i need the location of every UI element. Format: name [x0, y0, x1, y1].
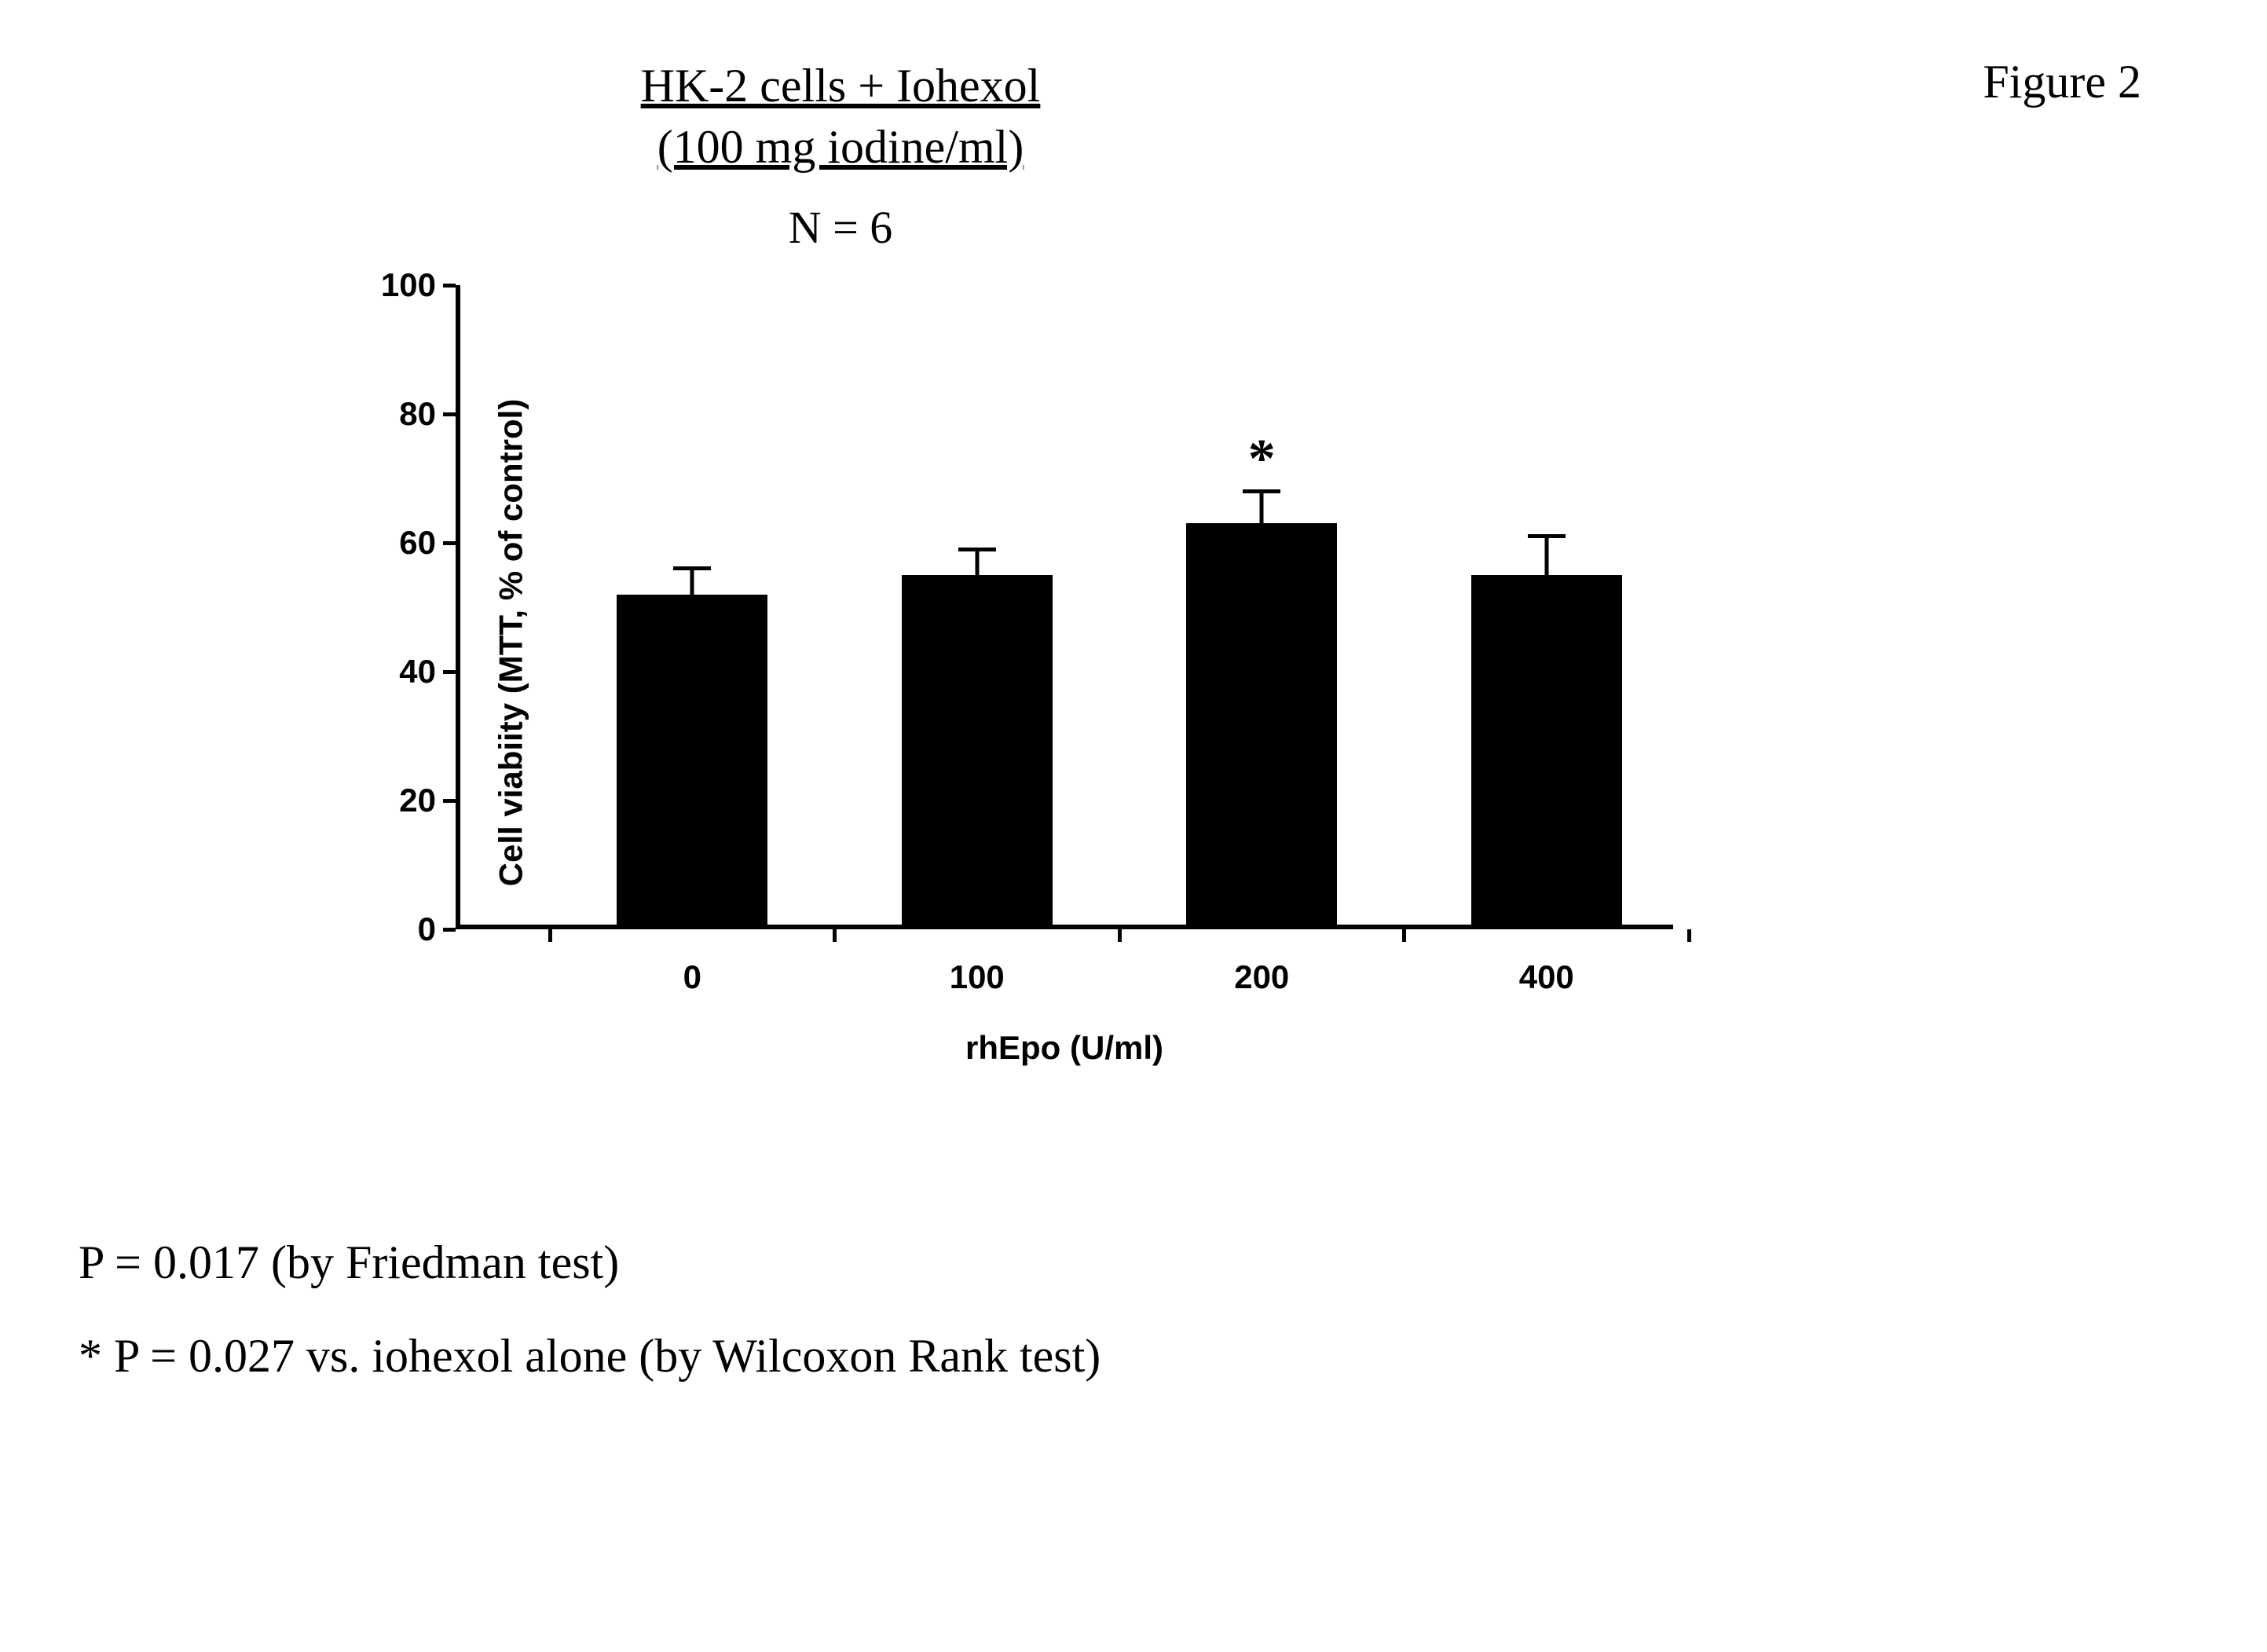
x-tick — [833, 929, 837, 942]
chart-container: Cell viabiity (MTT, % of control) 020406… — [298, 269, 1712, 1016]
title-line-2: (100 mg iodine/ml) — [657, 121, 1024, 173]
x-tick — [1118, 929, 1122, 942]
bar — [1471, 575, 1622, 929]
error-bar-cap — [673, 566, 711, 570]
error-bar-line — [1260, 491, 1264, 523]
x-tick-label: 0 — [683, 958, 701, 996]
bar — [1186, 523, 1337, 929]
y-tick-label: 60 — [373, 524, 436, 562]
chart-title: HK-2 cells + Iohexol (100 mg iodine/ml) — [487, 55, 1194, 178]
footer-line-1: P = 0.017 (by Friedman test) — [79, 1236, 2220, 1290]
title-line-1: HK-2 cells + Iohexol — [641, 60, 1041, 112]
y-tick — [443, 412, 456, 416]
y-tick-label: 0 — [373, 910, 436, 948]
x-tick-label: 400 — [1519, 958, 1574, 996]
x-axis-label: rhEpo (U/ml) — [965, 1029, 1163, 1067]
error-bar-line — [975, 549, 979, 575]
error-bar-cap — [1528, 534, 1566, 538]
n-label: N = 6 — [487, 201, 1194, 254]
x-tick — [548, 929, 552, 942]
x-tick-label: 200 — [1234, 958, 1289, 996]
x-tick — [1687, 929, 1691, 942]
footer-line-2: * P = 0.027 vs. iohexol alone (by Wilcox… — [79, 1329, 2220, 1383]
x-tick-label: 100 — [950, 958, 1005, 996]
error-bar-cap — [958, 548, 996, 551]
y-tick — [443, 284, 456, 288]
plot-area: 0204060801000100200*400rhEpo (U/ml) — [456, 285, 1673, 929]
y-tick — [443, 928, 456, 932]
y-axis-line — [456, 285, 460, 929]
error-bar-line — [690, 569, 694, 595]
figure-label: Figure 2 — [1983, 55, 2141, 109]
y-tick-label: 80 — [373, 395, 436, 433]
y-tick — [443, 541, 456, 545]
y-tick-label: 20 — [373, 782, 436, 819]
y-tick-label: 100 — [373, 266, 436, 304]
x-tick — [1402, 929, 1406, 942]
y-tick — [443, 670, 456, 674]
bar — [902, 575, 1053, 929]
bar — [617, 595, 767, 929]
y-tick — [443, 799, 456, 803]
error-bar-line — [1544, 537, 1548, 575]
significance-marker: * — [1248, 428, 1276, 491]
y-tick-label: 40 — [373, 653, 436, 690]
